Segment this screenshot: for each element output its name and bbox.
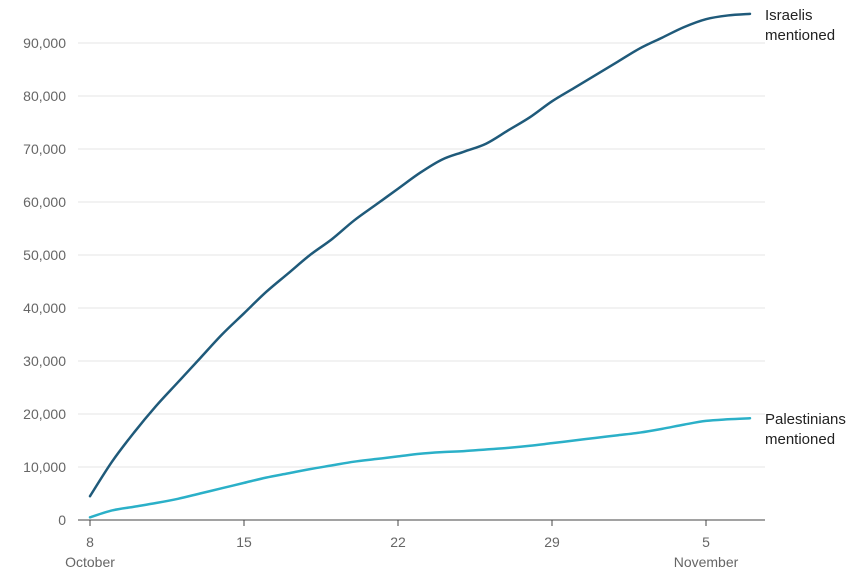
y-tick-label: 30,000 bbox=[23, 353, 66, 369]
x-axis: 8 October 15 22 29 5 November bbox=[65, 519, 765, 570]
series-line-israelis-mentioned bbox=[88, 12, 752, 498]
series-line-palestinians-mentioned bbox=[88, 416, 752, 519]
series-label-line: Israelis bbox=[765, 7, 813, 24]
y-tick-label: 10,000 bbox=[23, 459, 66, 475]
series-lines bbox=[88, 12, 752, 519]
x-tick-label: 29 bbox=[544, 534, 560, 550]
series-label-line: mentioned bbox=[765, 27, 835, 44]
y-tick-label: 90,000 bbox=[23, 35, 66, 51]
y-tick-label: 70,000 bbox=[23, 141, 66, 157]
y-axis: 0 10,000 20,000 30,000 40,000 50,000 60,000 70,… bbox=[23, 35, 66, 528]
y-tick-label: 50,000 bbox=[23, 247, 66, 263]
gridlines bbox=[78, 42, 765, 468]
series-label-line: Palestinians bbox=[765, 411, 846, 428]
y-tick-label: 80,000 bbox=[23, 88, 66, 104]
series-label-line: mentioned bbox=[765, 431, 835, 448]
x-tick-label: 15 bbox=[236, 534, 252, 550]
series-label-palestinians-mentioned: Palestinians mentioned bbox=[765, 411, 846, 448]
y-tick-label: 60,000 bbox=[23, 194, 66, 210]
y-tick-label: 0 bbox=[58, 512, 66, 528]
series-labels: Israelis mentioned Palestinians mentioned bbox=[765, 7, 846, 448]
x-tick-label: 5 bbox=[702, 534, 710, 550]
x-tick-month-label: October bbox=[65, 554, 115, 570]
y-tick-label: 40,000 bbox=[23, 300, 66, 316]
x-tick-label: 8 bbox=[86, 534, 94, 550]
x-tick-month-label: November bbox=[674, 554, 739, 570]
y-tick-label: 20,000 bbox=[23, 406, 66, 422]
series-label-israelis-mentioned: Israelis mentioned bbox=[765, 7, 835, 44]
x-tick-label: 22 bbox=[390, 534, 406, 550]
